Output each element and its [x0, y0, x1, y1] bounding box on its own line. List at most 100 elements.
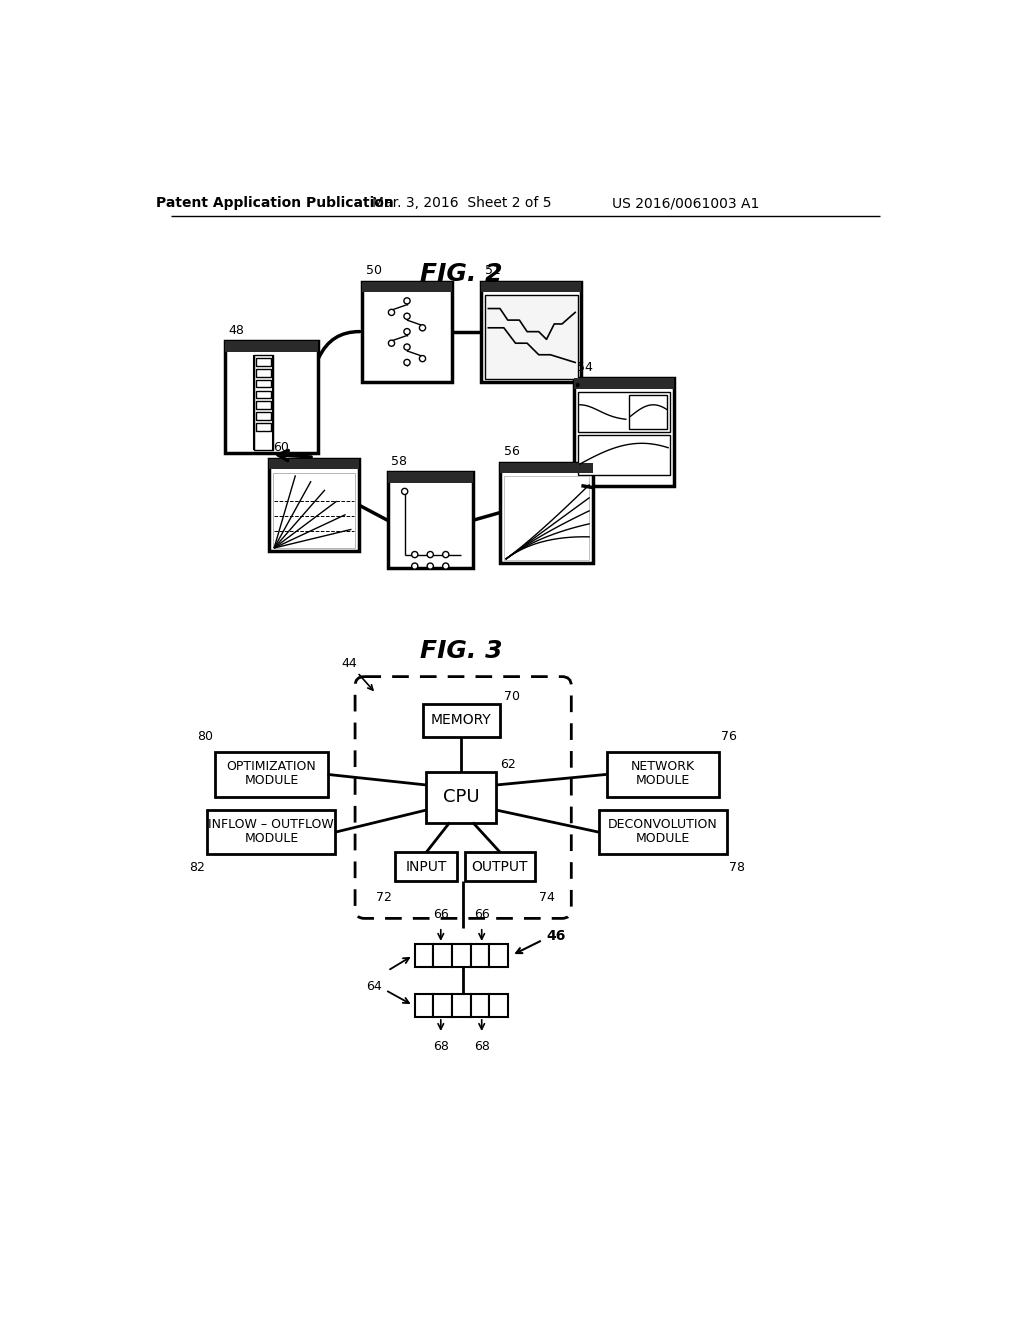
- Circle shape: [420, 355, 426, 362]
- Text: 80: 80: [197, 730, 213, 743]
- Bar: [272, 473, 355, 548]
- Circle shape: [442, 552, 449, 557]
- Bar: [426, 772, 496, 822]
- Circle shape: [412, 552, 418, 557]
- Circle shape: [388, 309, 394, 315]
- Circle shape: [401, 488, 408, 495]
- Circle shape: [412, 564, 418, 569]
- Text: Patent Application Publication: Patent Application Publication: [157, 197, 394, 210]
- Bar: [579, 392, 670, 432]
- Text: 78: 78: [729, 861, 745, 874]
- Bar: [599, 810, 727, 854]
- Bar: [269, 459, 358, 552]
- Text: 66: 66: [474, 908, 489, 921]
- Bar: [452, 944, 471, 966]
- Text: FIG. 2: FIG. 2: [420, 261, 503, 286]
- Bar: [256, 380, 271, 388]
- Bar: [504, 477, 589, 560]
- Bar: [225, 342, 317, 453]
- Bar: [362, 281, 452, 293]
- Text: OPTIMIZATION: OPTIMIZATION: [226, 760, 316, 774]
- Text: MODULE: MODULE: [245, 774, 299, 787]
- Text: 68: 68: [433, 1040, 449, 1053]
- Text: MODULE: MODULE: [636, 832, 690, 845]
- Bar: [573, 378, 675, 486]
- Circle shape: [442, 564, 449, 569]
- Circle shape: [403, 345, 410, 350]
- Bar: [433, 944, 452, 966]
- Text: 74: 74: [539, 891, 555, 904]
- Text: CPU: CPU: [443, 788, 479, 807]
- Bar: [362, 281, 452, 381]
- Bar: [388, 473, 473, 569]
- Bar: [629, 395, 667, 429]
- Bar: [256, 358, 271, 366]
- Bar: [388, 473, 473, 483]
- Text: MODULE: MODULE: [245, 832, 299, 845]
- Bar: [452, 994, 471, 1016]
- Text: 64: 64: [367, 981, 382, 994]
- Text: MEMORY: MEMORY: [431, 714, 492, 727]
- FancyBboxPatch shape: [355, 677, 571, 919]
- Text: 62: 62: [500, 758, 516, 771]
- Text: US 2016/0061003 A1: US 2016/0061003 A1: [612, 197, 760, 210]
- Text: 60: 60: [273, 441, 289, 454]
- Bar: [465, 853, 535, 882]
- Text: 54: 54: [578, 360, 593, 374]
- Bar: [489, 944, 508, 966]
- Bar: [579, 434, 670, 475]
- Bar: [433, 994, 452, 1016]
- Text: 48: 48: [228, 323, 245, 337]
- Bar: [395, 853, 458, 882]
- Bar: [480, 281, 582, 293]
- Text: 58: 58: [391, 455, 408, 467]
- Bar: [415, 994, 433, 1016]
- Text: 46: 46: [547, 929, 566, 942]
- Bar: [269, 459, 358, 470]
- Circle shape: [403, 313, 410, 319]
- Text: INFLOW – OUTFLOW: INFLOW – OUTFLOW: [209, 818, 334, 832]
- Bar: [480, 281, 582, 381]
- Text: 44: 44: [341, 656, 373, 690]
- Bar: [208, 810, 335, 854]
- Bar: [500, 462, 593, 474]
- Circle shape: [403, 359, 410, 366]
- Text: 70: 70: [504, 690, 520, 702]
- Bar: [256, 412, 271, 420]
- Bar: [471, 994, 489, 1016]
- Circle shape: [420, 325, 426, 331]
- Bar: [256, 401, 271, 409]
- Text: DECONVOLUTION: DECONVOLUTION: [608, 818, 718, 832]
- Text: 72: 72: [376, 891, 391, 904]
- Text: 52: 52: [484, 264, 501, 277]
- Text: 66: 66: [433, 908, 449, 921]
- Bar: [471, 944, 489, 966]
- Bar: [484, 296, 578, 379]
- Bar: [256, 391, 271, 399]
- Circle shape: [403, 298, 410, 304]
- Text: MODULE: MODULE: [636, 774, 690, 787]
- Bar: [423, 705, 500, 737]
- Text: NETWORK: NETWORK: [631, 760, 695, 774]
- Bar: [415, 944, 433, 966]
- Text: Mar. 3, 2016  Sheet 2 of 5: Mar. 3, 2016 Sheet 2 of 5: [372, 197, 551, 210]
- Bar: [500, 462, 593, 562]
- Text: OUTPUT: OUTPUT: [472, 859, 528, 874]
- Text: 56: 56: [504, 445, 520, 458]
- Bar: [225, 342, 317, 352]
- Circle shape: [427, 564, 433, 569]
- Circle shape: [427, 552, 433, 557]
- Bar: [215, 752, 328, 797]
- Text: 82: 82: [189, 861, 205, 874]
- Text: 68: 68: [474, 1040, 489, 1053]
- Text: 50: 50: [367, 264, 382, 277]
- Text: FIG. 3: FIG. 3: [420, 639, 503, 663]
- Bar: [256, 422, 271, 430]
- Circle shape: [403, 329, 410, 335]
- Bar: [256, 370, 271, 376]
- Bar: [573, 378, 675, 388]
- Text: INPUT: INPUT: [406, 859, 447, 874]
- Circle shape: [388, 341, 394, 346]
- Bar: [254, 355, 273, 450]
- Bar: [489, 994, 508, 1016]
